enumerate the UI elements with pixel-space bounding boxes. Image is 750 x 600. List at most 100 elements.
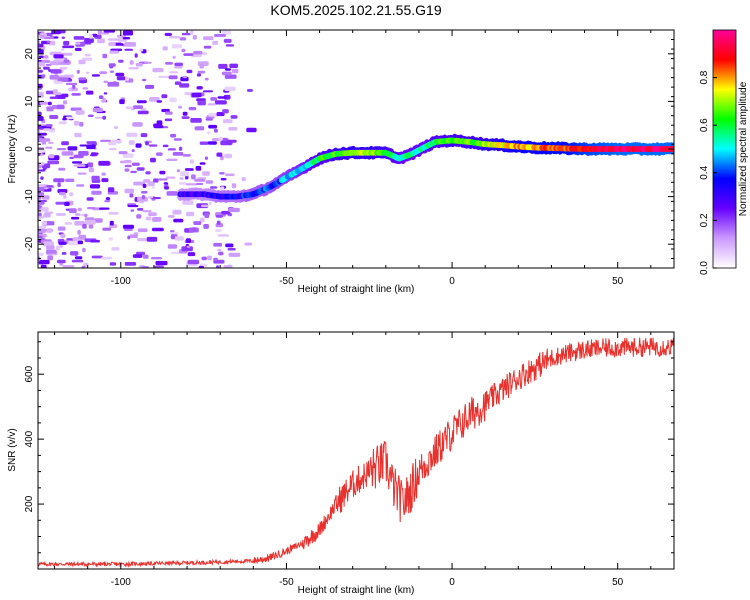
noise-cell bbox=[78, 77, 86, 81]
noise-cell bbox=[38, 235, 43, 238]
noise-cell bbox=[152, 67, 164, 73]
noise-cell bbox=[192, 35, 197, 40]
noise-cell bbox=[41, 221, 48, 226]
noise-cell bbox=[46, 228, 53, 233]
noise-cell bbox=[88, 224, 94, 229]
noise-cell bbox=[153, 123, 162, 127]
noise-cell bbox=[167, 215, 175, 218]
noise-cell bbox=[75, 42, 81, 45]
noise-cell bbox=[103, 80, 108, 83]
noise-cell bbox=[89, 163, 93, 167]
noise-cell bbox=[67, 88, 72, 91]
noise-cell bbox=[172, 55, 176, 59]
noise-cell bbox=[208, 113, 219, 117]
noise-cell bbox=[207, 103, 216, 106]
noise-cell bbox=[172, 152, 184, 156]
noise-cell bbox=[43, 241, 54, 247]
noise-cell bbox=[187, 252, 196, 257]
noise-cell bbox=[214, 128, 218, 133]
noise-cell bbox=[43, 66, 50, 70]
noise-cell bbox=[64, 222, 73, 225]
noise-cell bbox=[107, 187, 115, 193]
noise-cell bbox=[65, 178, 75, 182]
noise-cell bbox=[170, 234, 175, 240]
noise-cell bbox=[129, 234, 138, 238]
noise-cell bbox=[208, 201, 212, 205]
noise-cell bbox=[40, 264, 47, 268]
noise-cell bbox=[205, 180, 214, 184]
noise-cell bbox=[38, 252, 44, 256]
noise-cell bbox=[191, 174, 196, 180]
noise-cell bbox=[169, 232, 179, 235]
noise-cell bbox=[77, 230, 81, 235]
noise-cell bbox=[73, 120, 80, 126]
noise-cell bbox=[202, 90, 213, 93]
noise-cell bbox=[47, 160, 59, 165]
noise-cell bbox=[108, 142, 116, 146]
noise-cell bbox=[230, 115, 238, 119]
noise-cell bbox=[38, 87, 42, 90]
noise-cell bbox=[216, 112, 225, 117]
noise-cell bbox=[156, 152, 163, 156]
noise-cell bbox=[91, 190, 102, 195]
noise-cell bbox=[51, 30, 61, 35]
noise-cell bbox=[75, 213, 81, 216]
noise-cell bbox=[38, 228, 46, 233]
noise-cell bbox=[169, 97, 177, 103]
noise-cell bbox=[38, 205, 42, 209]
noise-cell bbox=[161, 94, 168, 99]
noise-cell bbox=[152, 217, 162, 222]
noise-cell bbox=[84, 53, 91, 57]
noise-cell bbox=[109, 50, 119, 54]
noise-cell bbox=[186, 69, 193, 74]
noise-cell bbox=[166, 191, 178, 196]
snr-ticks: -100 -50 0 50 200 400 600 bbox=[24, 332, 674, 588]
snr-xtick-label: 0 bbox=[449, 577, 455, 588]
noise-cell bbox=[194, 178, 206, 182]
noise-cell bbox=[43, 128, 51, 132]
noise-cell bbox=[92, 107, 103, 113]
noise-cell bbox=[145, 141, 149, 146]
noise-cell bbox=[152, 227, 164, 232]
noise-cell bbox=[182, 111, 188, 116]
noise-cell bbox=[221, 210, 231, 215]
noise-cell bbox=[74, 132, 82, 138]
noise-cell bbox=[57, 77, 69, 82]
noise-cell bbox=[101, 172, 106, 176]
noise-cell bbox=[197, 100, 206, 106]
noise-cell bbox=[143, 179, 151, 183]
noise-cell bbox=[39, 34, 46, 39]
noise-cell bbox=[224, 86, 236, 92]
noise-cell bbox=[214, 100, 227, 105]
noise-cell bbox=[48, 154, 55, 159]
snr-xtick-label: -100 bbox=[111, 577, 131, 588]
noise-cell bbox=[182, 154, 191, 157]
noise-cell bbox=[214, 34, 226, 37]
noise-cell bbox=[111, 247, 120, 251]
noise-cell bbox=[49, 96, 58, 99]
noise-cell bbox=[127, 235, 131, 240]
colorbar-tick-label: 0.2 bbox=[699, 213, 710, 227]
noise-cell bbox=[97, 30, 102, 35]
noise-cell bbox=[105, 197, 111, 201]
noise-cell bbox=[53, 178, 65, 183]
noise-cell bbox=[193, 221, 202, 225]
noise-cell bbox=[124, 160, 132, 164]
noise-cell bbox=[87, 114, 94, 117]
noise-cell bbox=[174, 236, 184, 241]
spectrogram-xtick-label: -50 bbox=[279, 276, 294, 287]
noise-cell bbox=[38, 69, 43, 73]
noise-cell bbox=[45, 32, 53, 37]
noise-cell bbox=[197, 70, 206, 74]
noise-cell bbox=[204, 213, 210, 219]
noise-cell bbox=[50, 69, 62, 74]
noise-cell bbox=[166, 158, 178, 161]
noise-cell bbox=[131, 162, 140, 166]
noise-cell bbox=[145, 216, 152, 221]
noise-cell bbox=[201, 204, 209, 208]
noise-cell bbox=[195, 165, 202, 171]
noise-cell bbox=[38, 196, 42, 200]
noise-cell bbox=[218, 63, 228, 69]
